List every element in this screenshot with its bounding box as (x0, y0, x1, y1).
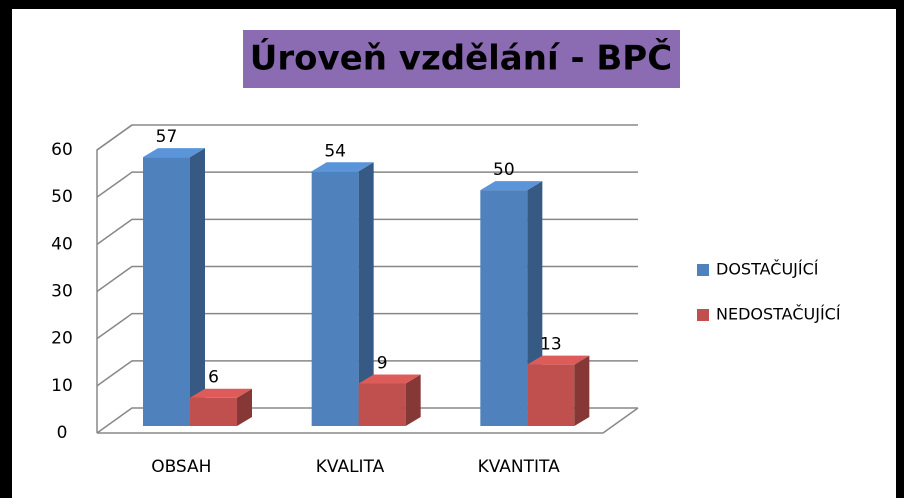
bar-face (190, 388, 252, 398)
bar-face (143, 157, 190, 426)
y-tick-label: 60 (51, 140, 73, 160)
x-tick-label: KVANTITA (478, 457, 560, 477)
data-label: 13 (540, 335, 562, 355)
data-label: 50 (493, 160, 515, 180)
grid-line (96, 360, 638, 387)
bar-face (358, 383, 406, 426)
floor (97, 407, 639, 434)
y-tick-label: 50 (51, 187, 73, 207)
bar (358, 374, 421, 426)
bar-face (190, 397, 237, 426)
bar-face (190, 148, 205, 426)
bar-face (358, 374, 421, 384)
data-label: 9 (377, 354, 388, 374)
bar-face (311, 162, 374, 172)
bar-face (574, 355, 590, 426)
grid-line (96, 171, 638, 198)
y-tick-label: 30 (51, 282, 73, 302)
grid-line (96, 265, 638, 293)
bar-face (311, 171, 359, 426)
data-label: 54 (324, 141, 346, 161)
y-tick-label: 40 (51, 234, 73, 254)
bar-face (527, 364, 575, 426)
bar-face (405, 374, 421, 426)
y-tick-label: 20 (51, 329, 73, 349)
legend-swatch (697, 309, 709, 321)
y-tick-label: 10 (51, 376, 73, 396)
bar-face (237, 388, 252, 426)
bar-face (527, 355, 590, 365)
bar-face (480, 181, 543, 191)
chart-title: Úroveň vzdělání - BPČ (250, 38, 672, 79)
y-tick-label: 0 (57, 423, 68, 443)
x-tick-label: OBSAH (151, 457, 211, 477)
bar (143, 148, 205, 426)
bar-face (143, 148, 205, 158)
data-label: 57 (156, 127, 178, 147)
grid-line (96, 124, 638, 151)
grid-line (96, 218, 638, 245)
bar-face (358, 162, 374, 427)
grid-line (96, 407, 638, 434)
grid-line (96, 312, 638, 340)
bar (190, 388, 252, 426)
legend-swatch (697, 264, 709, 276)
bar-face (480, 190, 528, 426)
title-box (243, 30, 680, 88)
bar (311, 162, 374, 427)
data-label: 6 (208, 368, 219, 388)
legend-label: DOSTAČUJÍCÍ (716, 260, 819, 279)
legend-label: NEDOSTAČUJÍCÍ (716, 305, 841, 324)
x-tick-label: KVALITA (316, 457, 385, 477)
bar (527, 355, 590, 426)
